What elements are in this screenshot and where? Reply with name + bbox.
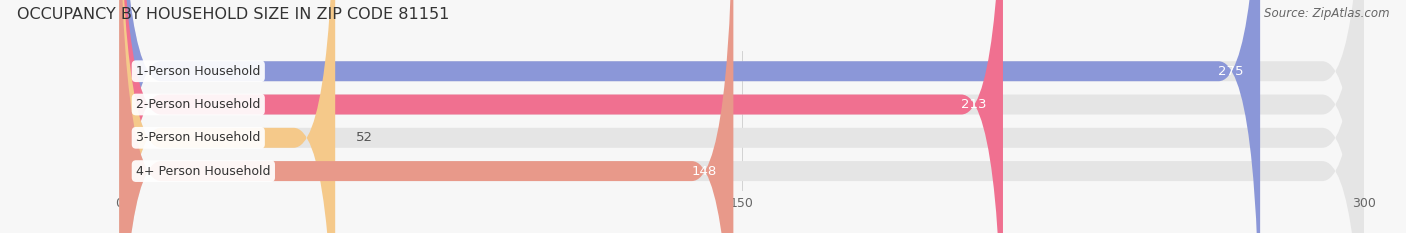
Text: 4+ Person Household: 4+ Person Household	[136, 164, 270, 178]
Text: OCCUPANCY BY HOUSEHOLD SIZE IN ZIP CODE 81151: OCCUPANCY BY HOUSEHOLD SIZE IN ZIP CODE …	[17, 7, 450, 22]
Text: 52: 52	[356, 131, 373, 144]
FancyBboxPatch shape	[120, 0, 1002, 233]
Text: 1-Person Household: 1-Person Household	[136, 65, 260, 78]
Text: Source: ZipAtlas.com: Source: ZipAtlas.com	[1264, 7, 1389, 20]
FancyBboxPatch shape	[120, 0, 1364, 233]
Text: 3-Person Household: 3-Person Household	[136, 131, 260, 144]
FancyBboxPatch shape	[120, 0, 335, 233]
FancyBboxPatch shape	[120, 0, 1364, 233]
FancyBboxPatch shape	[120, 0, 734, 233]
FancyBboxPatch shape	[120, 0, 1364, 233]
FancyBboxPatch shape	[120, 0, 1260, 233]
Text: 148: 148	[692, 164, 717, 178]
Text: 213: 213	[960, 98, 987, 111]
FancyBboxPatch shape	[120, 0, 1364, 233]
Text: 275: 275	[1218, 65, 1243, 78]
Text: 2-Person Household: 2-Person Household	[136, 98, 260, 111]
